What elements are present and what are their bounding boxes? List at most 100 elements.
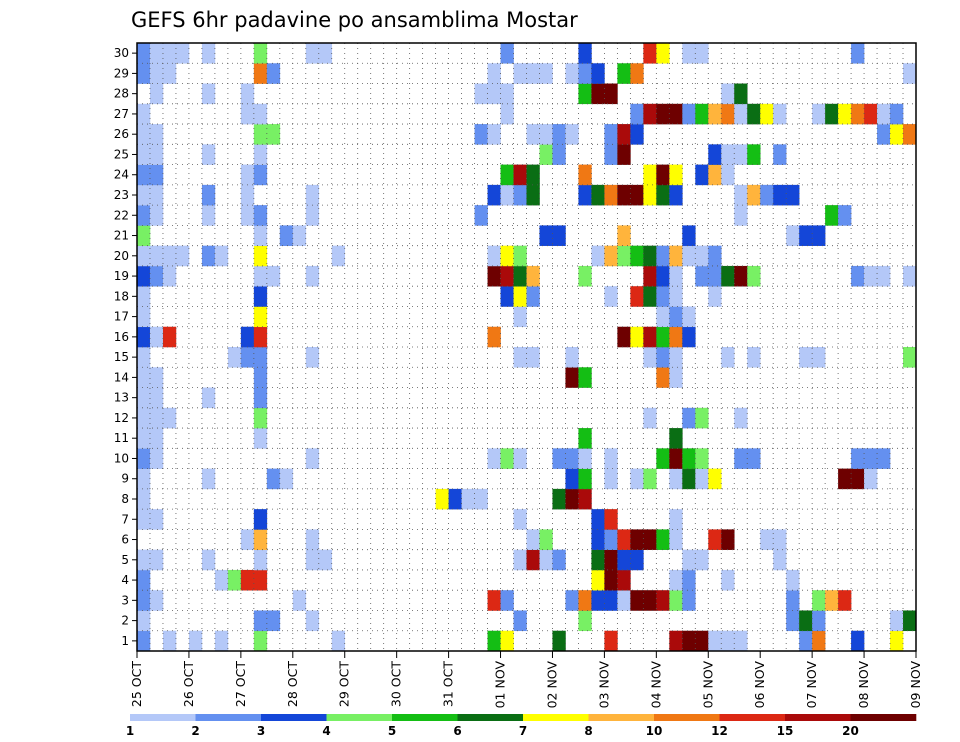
- heatmap-cell: [253, 306, 268, 328]
- heatmap-cell: [682, 326, 696, 348]
- heatmap-cell: [214, 245, 229, 267]
- heatmap-cell: [630, 326, 644, 348]
- heatmap-cell: [656, 529, 670, 550]
- heatmap-cell: [643, 245, 657, 267]
- heatmap-cell: [137, 509, 151, 530]
- heatmap-cell: [838, 468, 852, 490]
- heatmap-cell: [721, 103, 735, 125]
- heatmap-cell: [240, 529, 255, 550]
- heatmap-cell: [656, 367, 670, 388]
- heatmap-cell: [149, 590, 164, 611]
- heatmap-cell: [137, 164, 151, 186]
- heatmap-cell: [773, 529, 787, 550]
- heatmap-cell: [162, 326, 177, 348]
- heatmap-cell: [760, 529, 774, 550]
- y-tick-label: 3: [121, 593, 129, 607]
- heatmap-cell: [500, 83, 514, 105]
- heatmap-cell: [137, 43, 151, 64]
- heatmap-cell: [578, 448, 592, 469]
- heatmap-cell: [474, 124, 488, 145]
- x-tick-label: 28 OCT: [285, 661, 300, 707]
- y-tick-label: 13: [114, 391, 129, 405]
- heatmap-cell: [137, 367, 151, 388]
- heatmap-cell: [266, 124, 281, 145]
- heatmap-cell: [526, 347, 540, 368]
- heatmap-cell: [526, 63, 540, 84]
- heatmap-cell: [669, 103, 683, 125]
- heatmap-cell: [253, 407, 268, 429]
- heatmap-cell: [539, 529, 553, 550]
- heatmap-cell: [786, 610, 800, 632]
- heatmap-cell: [500, 286, 514, 307]
- heatmap-cell: [812, 225, 826, 246]
- heatmap-cell: [643, 43, 657, 64]
- y-tick-label: 10: [114, 451, 129, 465]
- heatmap-cell: [656, 306, 670, 328]
- heatmap-cell: [474, 205, 488, 226]
- heatmap-cell: [604, 144, 618, 165]
- heatmap-cell: [591, 569, 605, 591]
- heatmap-cell: [137, 103, 151, 125]
- heatmap-cell: [318, 549, 333, 571]
- heatmap-cell: [643, 347, 657, 368]
- heatmap-cell: [708, 529, 722, 550]
- heatmap-cell: [149, 245, 164, 267]
- heatmap-cell: [253, 529, 268, 550]
- heatmap-cell: [695, 549, 709, 571]
- heatmap-cell: [864, 468, 878, 490]
- heatmap-cell: [500, 245, 514, 267]
- heatmap-cell: [708, 630, 722, 652]
- y-tick-label: 12: [114, 411, 129, 425]
- heatmap-cell: [721, 265, 735, 287]
- heatmap-cell: [487, 448, 501, 469]
- colorbar-swatch: [326, 714, 393, 721]
- heatmap-cell: [643, 407, 657, 429]
- heatmap-cell: [656, 347, 670, 368]
- colorbar-label: 2: [191, 724, 199, 738]
- heatmap-cell: [513, 184, 527, 206]
- heatmap-cell: [747, 265, 761, 287]
- heatmap-cell: [500, 590, 514, 611]
- heatmap-cell: [578, 488, 592, 510]
- colorbar-swatch: [392, 714, 458, 721]
- heatmap-cell: [643, 265, 657, 287]
- heatmap-cell: [604, 590, 618, 611]
- heatmap-cell: [747, 144, 761, 165]
- heatmap-cell: [539, 225, 553, 246]
- heatmap-cell: [227, 569, 242, 591]
- colorbar-label: 6: [453, 724, 461, 738]
- heatmap-cell: [149, 124, 164, 145]
- heatmap-cell: [695, 164, 709, 186]
- heatmap-cell: [305, 265, 320, 287]
- heatmap-cell: [669, 184, 683, 206]
- heatmap-cell: [565, 468, 579, 490]
- heatmap-cell: [630, 184, 644, 206]
- heatmap-cell: [812, 103, 826, 125]
- heatmap-cell: [877, 448, 891, 469]
- heatmap-cell: [734, 205, 748, 226]
- heatmap-cell: [708, 286, 722, 307]
- heatmap-cell: [721, 83, 735, 105]
- heatmap-cell: [695, 265, 709, 287]
- heatmap-cell: [617, 245, 631, 267]
- heatmap-cell: [487, 630, 501, 652]
- heatmap-cell: [137, 124, 151, 145]
- heatmap-cell: [643, 468, 657, 490]
- heatmap-cell: [734, 630, 748, 652]
- heatmap-cell: [630, 549, 644, 571]
- y-tick-label: 4: [121, 573, 129, 587]
- heatmap-cell: [149, 63, 164, 84]
- heatmap-cell: [240, 184, 255, 206]
- heatmap-cell: [721, 144, 735, 165]
- heatmap-cell: [137, 590, 151, 611]
- heatmap-cell: [526, 265, 540, 287]
- heatmap-cell: [591, 549, 605, 571]
- heatmap-cell: [669, 569, 683, 591]
- heatmap-cell: [552, 488, 566, 510]
- heatmap-cell: [656, 265, 670, 287]
- heatmap-cell: [851, 103, 865, 125]
- colorbar-label: 5: [388, 724, 396, 738]
- heatmap-cell: [604, 468, 618, 490]
- heatmap-cell: [526, 124, 540, 145]
- y-tick-label: 26: [114, 127, 129, 141]
